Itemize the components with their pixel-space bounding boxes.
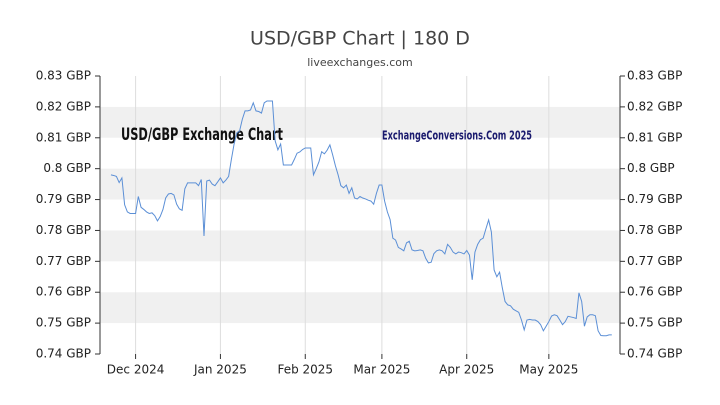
y2-tick-label: 0.83 GBP xyxy=(627,69,682,83)
y-tick-label: 0.82 GBP xyxy=(36,99,91,113)
watermark: USD/GBP Exchange Chart xyxy=(121,125,283,145)
chart-title: USD/GBP Chart | 180 D xyxy=(250,28,470,50)
y-tick-label: 0.75 GBP xyxy=(36,316,91,330)
x-tick-label: Jan 2025 xyxy=(193,363,247,377)
y2-tick-label: 0.82 GBP xyxy=(627,99,682,113)
watermark: ExchangeConversions.Com 2025 xyxy=(382,129,532,143)
y-tick-label: 0.74 GBP xyxy=(36,347,91,361)
y-tick-label: 0.79 GBP xyxy=(36,192,91,206)
y2-tick-label: 0.79 GBP xyxy=(627,192,682,206)
y2-tick-label: 0.81 GBP xyxy=(627,130,682,144)
y-tick-label: 0.8 GBP xyxy=(43,161,91,175)
x-tick-label: May 2025 xyxy=(519,363,578,377)
y-tick-label: 0.81 GBP xyxy=(36,130,91,144)
y-tick-label: 0.77 GBP xyxy=(36,254,91,268)
price-line xyxy=(110,100,612,337)
x-tick-label: Dec 2024 xyxy=(107,363,165,377)
y2-tick-label: 0.74 GBP xyxy=(627,347,682,361)
y2-tick-label: 0.75 GBP xyxy=(627,316,682,330)
chart-subtitle: liveexchanges.com xyxy=(307,56,412,69)
y2-tick-label: 0.8 GBP xyxy=(627,161,675,175)
x-tick-label: Mar 2025 xyxy=(353,363,410,377)
y-tick-label: 0.83 GBP xyxy=(36,69,91,83)
grid-band xyxy=(100,168,620,200)
grid-band xyxy=(100,292,620,324)
grid-band xyxy=(100,230,620,262)
y2-tick-label: 0.76 GBP xyxy=(627,285,682,299)
y2-tick-label: 0.77 GBP xyxy=(627,254,682,268)
x-tick-label: Feb 2025 xyxy=(277,363,333,377)
y-tick-label: 0.76 GBP xyxy=(36,285,91,299)
y2-tick-label: 0.78 GBP xyxy=(627,223,682,237)
x-tick-label: Apr 2025 xyxy=(439,363,494,377)
grid-band xyxy=(100,106,620,138)
y-tick-label: 0.78 GBP xyxy=(36,223,91,237)
